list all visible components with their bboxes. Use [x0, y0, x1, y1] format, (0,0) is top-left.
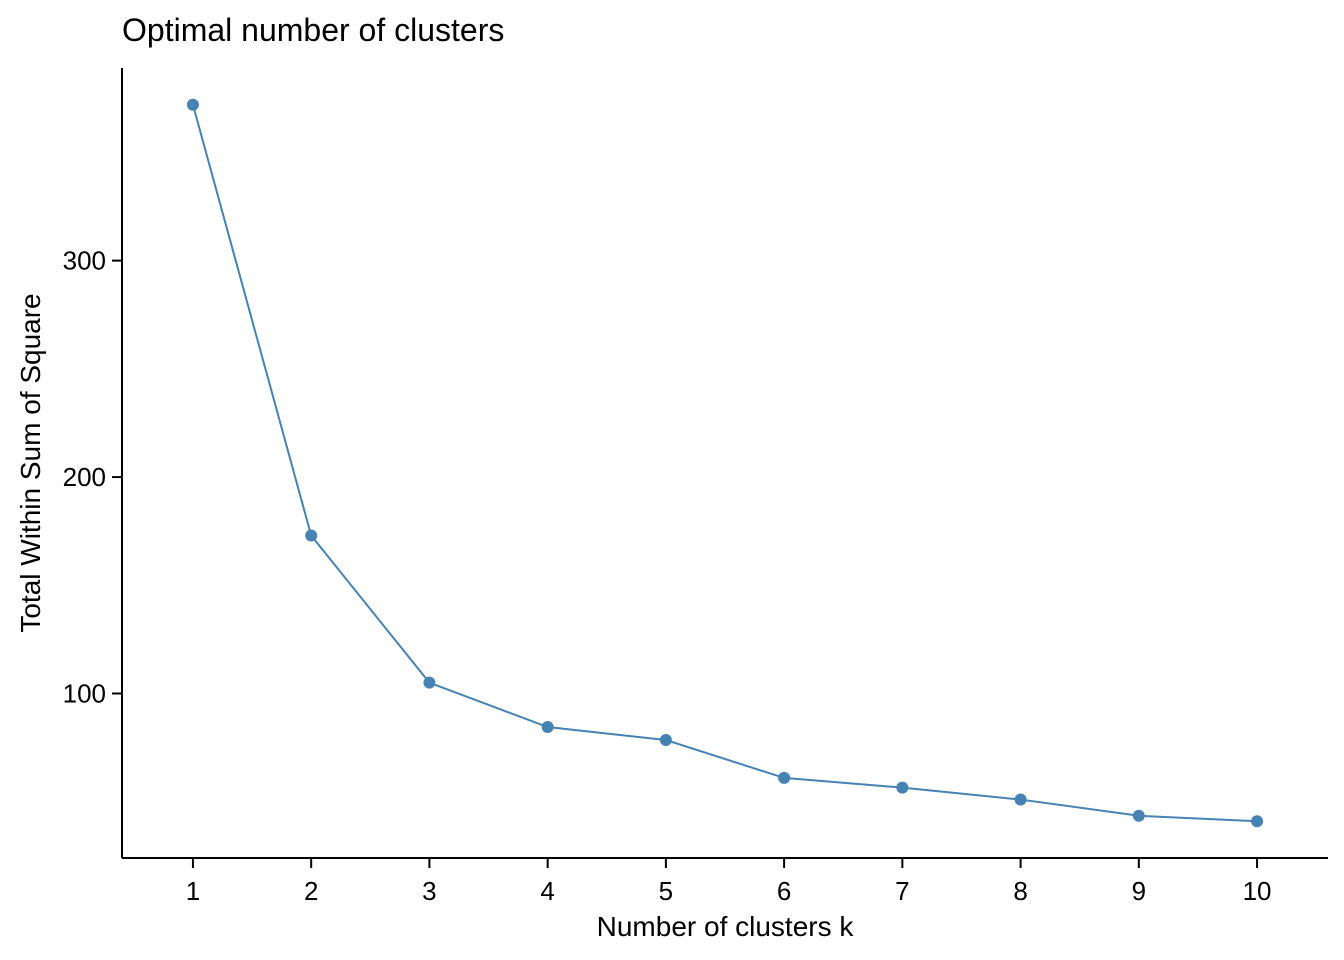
x-tick-label: 6 — [777, 876, 791, 906]
data-point — [541, 721, 554, 734]
x-axis-label: Number of clusters k — [596, 911, 854, 942]
data-point — [659, 734, 672, 747]
x-tick-label: 9 — [1132, 876, 1146, 906]
x-tick-label: 5 — [659, 876, 673, 906]
data-point — [305, 529, 318, 542]
data-point — [778, 771, 791, 784]
x-tick-label: 4 — [540, 876, 554, 906]
data-point — [423, 676, 436, 689]
y-tick-label: 200 — [63, 462, 106, 492]
y-tick-label: 100 — [63, 679, 106, 709]
x-tick-label: 10 — [1243, 876, 1272, 906]
data-point — [1251, 815, 1264, 828]
y-tick-label: 300 — [63, 246, 106, 276]
data-point — [896, 781, 909, 794]
x-tick-label: 1 — [186, 876, 200, 906]
data-point — [186, 98, 199, 111]
data-point — [1014, 793, 1027, 806]
x-tick-label: 8 — [1013, 876, 1027, 906]
x-tick-label: 7 — [895, 876, 909, 906]
chart-title: Optimal number of clusters — [122, 12, 505, 48]
series-line — [191, 104, 1258, 823]
x-tick-label: 2 — [304, 876, 318, 906]
data-point — [1132, 809, 1145, 822]
y-axis-label: Total Within Sum of Square — [15, 293, 46, 632]
x-tick-label: 3 — [422, 876, 436, 906]
